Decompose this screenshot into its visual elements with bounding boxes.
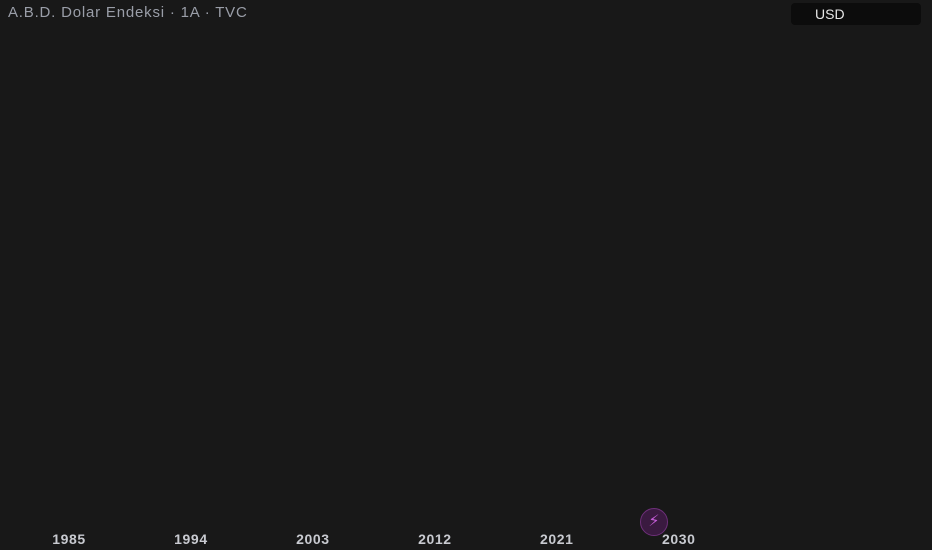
currency-button[interactable]: USD [791,3,921,25]
x-tick-label: 2003 [296,531,330,547]
chart-title: A.B.D. Dolar Endeksi · 1A · TVC [8,4,248,21]
x-tick-label: 1994 [174,531,208,547]
x-tick-label: 2030 [661,531,696,547]
lightning-icon[interactable]: ⚡ [640,508,668,536]
x-tick-label: 2012 [418,531,452,547]
x-tick-label: 2021 [540,531,574,547]
x-tick-label: 1985 [52,531,86,547]
